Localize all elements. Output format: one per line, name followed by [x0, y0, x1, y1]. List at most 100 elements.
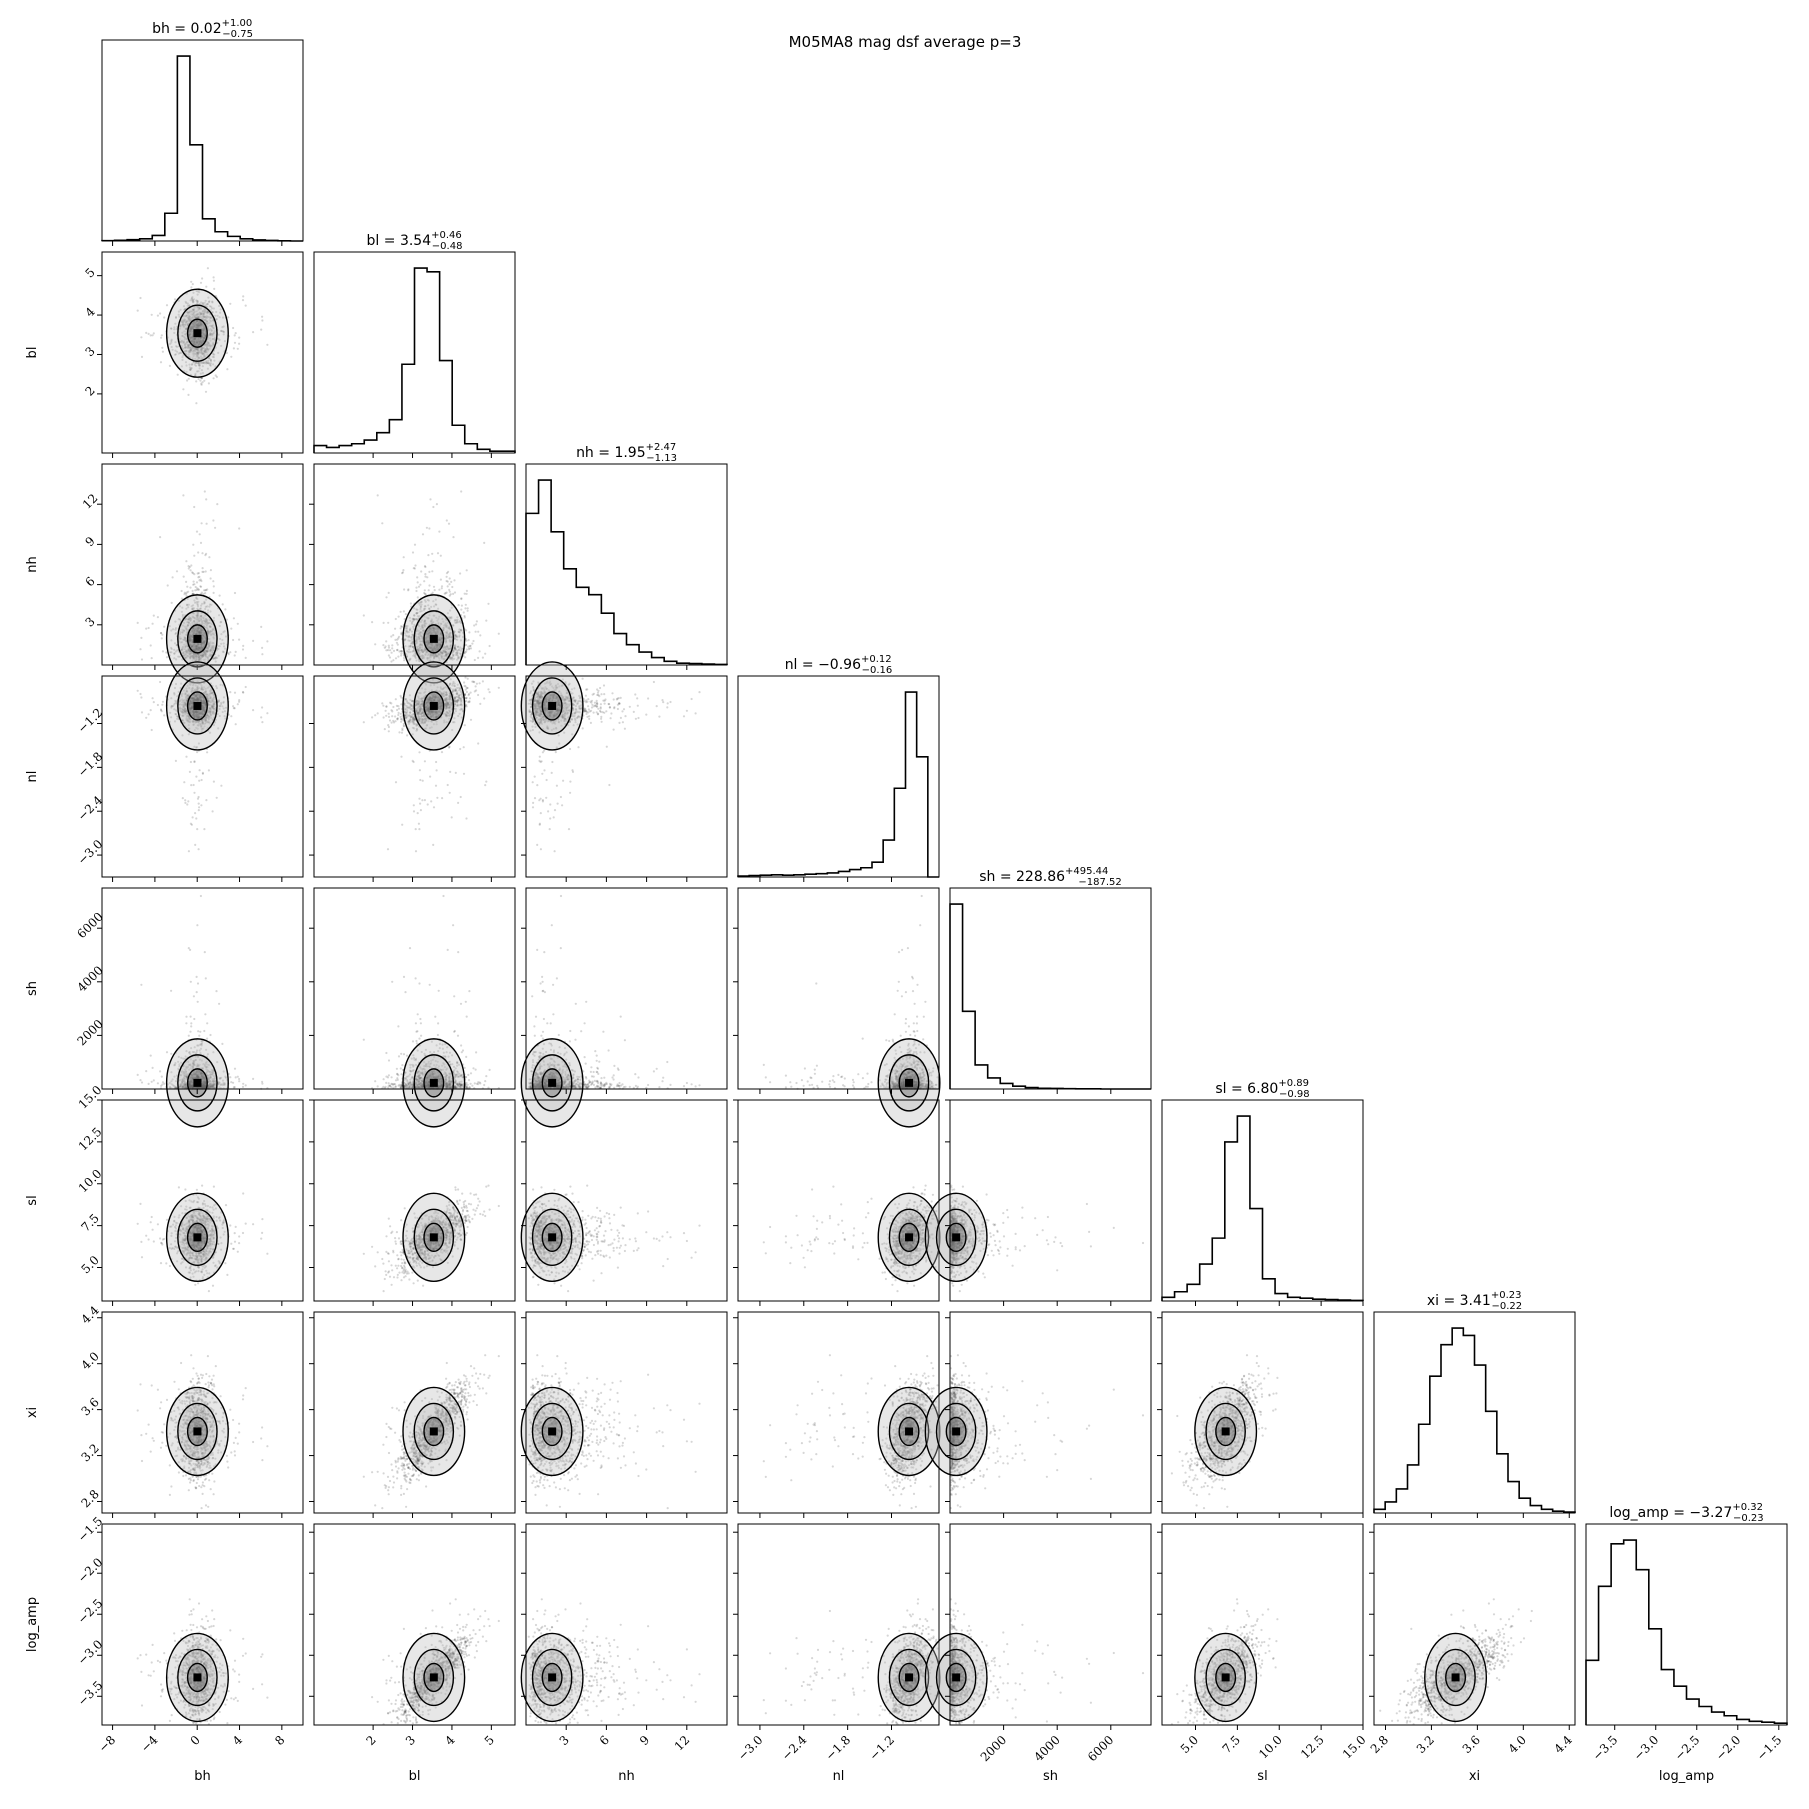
scatter-point: [212, 591, 215, 595]
scatter-point: [209, 362, 212, 365]
scatter-point: [464, 607, 467, 610]
scatter-point: [431, 570, 434, 573]
scatter-point: [192, 322, 195, 325]
scatter-point: [196, 319, 199, 322]
scatter-point: [195, 402, 198, 405]
scatter-point: [414, 564, 417, 567]
scatter-point: [185, 580, 188, 584]
scatter-point: [159, 361, 163, 364]
scatter-point: [201, 567, 204, 570]
scatter-point: [201, 552, 204, 555]
scatter-point: [463, 724, 466, 727]
scatter-point: [197, 316, 200, 319]
scatter-point: [394, 617, 397, 621]
scatter-point: [387, 724, 390, 727]
scatter-point: [391, 644, 394, 647]
scatter-point: [468, 697, 471, 700]
scatter-point: [252, 331, 255, 334]
scatter-point: [229, 302, 232, 305]
scatter-point: [261, 706, 264, 709]
scatter-point: [419, 583, 422, 586]
scatter-point: [165, 656, 169, 659]
scatter-point: [203, 362, 206, 365]
scatter-point: [206, 346, 209, 349]
scatter-point: [484, 652, 487, 655]
scatter-point: [392, 649, 396, 653]
scatter-point: [387, 621, 390, 624]
scatter-point: [463, 592, 466, 595]
scatter-point: [161, 350, 164, 353]
scatter-point: [211, 311, 214, 314]
scatter-point: [261, 319, 264, 322]
scatter-point: [230, 627, 233, 630]
scatter-point: [397, 655, 400, 658]
scatter-point: [465, 569, 468, 572]
scatter-point: [387, 644, 390, 647]
scatter-point: [168, 364, 171, 367]
scatter-point: [207, 769, 210, 772]
scatter-point: [244, 656, 247, 660]
scatter-point: [469, 718, 473, 721]
scatter-point: [478, 650, 481, 653]
scatter-point: [140, 636, 143, 640]
scatter-point: [466, 609, 469, 612]
scatter-point: [190, 564, 193, 567]
scatter-point: [215, 796, 218, 799]
scatter-point: [186, 585, 189, 588]
scatter-point: [416, 576, 419, 579]
scatter-point: [194, 343, 197, 346]
panel-frame: [101, 39, 304, 242]
scatter-point: [185, 341, 189, 344]
scatter-point: [392, 634, 395, 637]
scatter-point: [413, 567, 416, 570]
scatter-point: [183, 781, 186, 784]
scatter-point: [429, 498, 432, 501]
scatter-point: [446, 783, 449, 787]
scatter-point: [423, 760, 426, 763]
scatter-point: [266, 712, 269, 715]
scatter-point: [418, 751, 421, 754]
scatter-point: [399, 610, 402, 613]
scatter-point: [191, 308, 194, 311]
scatter-point: [191, 299, 194, 302]
scatter-point: [439, 578, 442, 581]
scatter-point: [189, 822, 192, 825]
scatter-point: [193, 791, 196, 794]
scatter-point: [399, 715, 402, 719]
scatter-point: [386, 649, 390, 652]
scatter-point: [205, 589, 208, 592]
scatter-point: [432, 806, 436, 809]
scatter-point: [201, 772, 204, 775]
scatter-point: [425, 526, 428, 529]
scatter-point: [198, 342, 201, 346]
scatter-point: [182, 335, 185, 339]
scatter-point: [196, 313, 199, 316]
scatter-point: [479, 702, 482, 706]
scatter-point: [420, 570, 423, 573]
scatter-point: [233, 341, 237, 344]
scatter-point: [206, 348, 210, 351]
scatter-point: [227, 316, 230, 319]
scatter-point: [203, 315, 206, 318]
title-bh: bh = 0.02+1.00 −0.75: [152, 18, 253, 40]
scatter-point: [260, 328, 263, 331]
scatter-point: [202, 570, 205, 574]
scatter-point: [195, 313, 198, 316]
scatter-point: [160, 334, 163, 337]
scatter-point: [190, 297, 193, 300]
scatter-point: [423, 580, 426, 583]
scatter-point: [136, 309, 139, 312]
scatter-point: [206, 325, 210, 328]
scatter-point: [390, 651, 393, 654]
scatter-point: [183, 342, 186, 345]
scatter-point: [468, 700, 471, 703]
scatter-point: [233, 334, 236, 337]
scatter-point: [174, 759, 177, 763]
scatter-point: [439, 554, 442, 557]
scatter-point: [218, 594, 221, 597]
y-tick-label: −1.2: [75, 705, 106, 736]
title-nh: nh = 1.95+2.47 −1.13: [576, 442, 677, 464]
scatter-point: [497, 632, 500, 635]
scatter-point: [266, 343, 269, 346]
scatter-point: [460, 604, 463, 607]
